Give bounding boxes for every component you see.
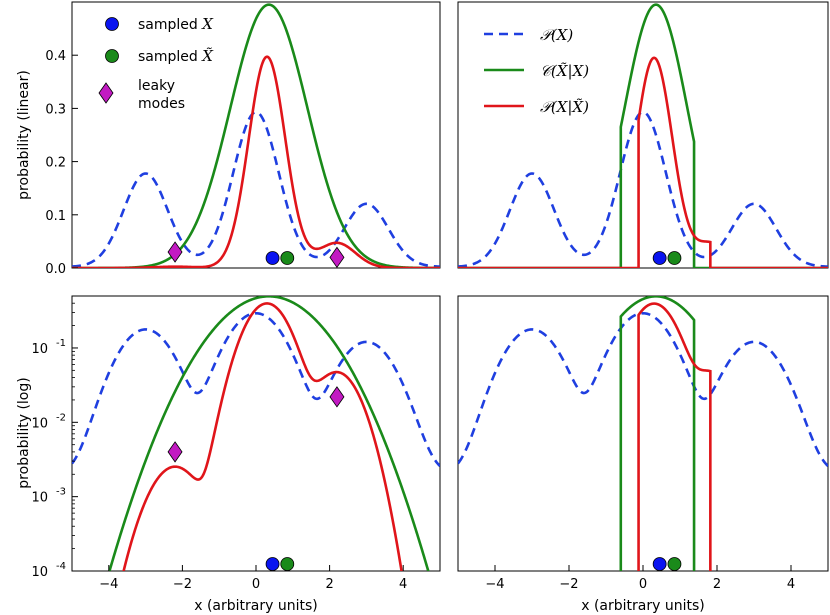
legend-sampled-x-icon: [105, 17, 119, 31]
ylabel-bottom: probability (log): [16, 377, 32, 488]
ylabel-top: probability (linear): [16, 70, 32, 200]
xtick-label-bottom-left-4: 4: [399, 577, 407, 592]
legend-line-P_X-label: 𝒫(X): [540, 26, 573, 44]
ytick-label-top-left-4: 0.4: [45, 49, 66, 64]
xtick-label-bottom-right-3: 2: [713, 577, 721, 592]
series-C_box-bottom-right: [619, 296, 696, 571]
series-P_post_box-top-right: [458, 56, 828, 268]
axes-frame-top-right: [457, 1, 829, 269]
marker-sampled_x-bottom-left: [265, 557, 280, 571]
ytick-label-exp-bottom-left-1: -2: [56, 412, 66, 423]
legend-sampled-xt-icon: [105, 49, 119, 63]
legend-sampled-x-label: sampled X: [138, 15, 214, 33]
ytick-label-top-left-3: 0.3: [45, 102, 66, 117]
xtick-label-bottom-right-0: −4: [485, 577, 504, 592]
series-C_box-top-right: [458, 3, 828, 268]
series-P_post_gauss-bottom-left: [122, 302, 403, 571]
plot-area-bottom-right: [458, 296, 828, 571]
plot-area-top-left: [72, 3, 440, 269]
legend-layer: sampled X sampled X̃ leaky modes 𝒫(X) 𝒞(X̃|X)…: [98, 15, 589, 116]
series-P_X-bottom-right: [458, 311, 828, 468]
series-group-bottom-right: [458, 296, 828, 571]
marker-sampled_xt-top-left: [280, 251, 295, 265]
ytick-label-bottom-left-1: 10: [31, 416, 48, 431]
series-group-bottom-left: [72, 296, 440, 571]
marker-sampled_x-top-right: [652, 251, 667, 265]
series-P_X-bottom-left: [72, 311, 440, 468]
legend-sampled-x-math: X: [201, 15, 214, 33]
legend-leaky-line1: leaky: [138, 78, 175, 94]
axes-frame-bottom-left: [71, 295, 441, 572]
series-C_gauss-top-left: [72, 3, 440, 268]
axes-frame-top-left: [71, 1, 441, 269]
xtick-label-bottom-left-0: −4: [99, 577, 118, 592]
marker-leaky-1-top-left: [329, 246, 345, 269]
marker-sampled_x-bottom-right: [652, 557, 667, 571]
xtick-label-bottom-left-3: 2: [325, 577, 333, 592]
legend-leaky-line2: modes: [138, 96, 185, 112]
xtick-label-bottom-left-1: −2: [173, 577, 192, 592]
series-C_gauss-bottom-left: [108, 296, 430, 571]
panel-bottom-right: [457, 295, 829, 572]
ytick-label-top-left-0: 0.0: [45, 262, 66, 277]
marker-sampled_xt-bottom-left: [280, 557, 295, 571]
xtick-label-bottom-left-2: 0: [252, 577, 260, 592]
ytick-label-bottom-left-0: 10: [31, 342, 48, 357]
legend-line-C-label: 𝒞(X̃|X): [540, 62, 589, 80]
xtick-label-bottom-right-1: −2: [559, 577, 578, 592]
ytick-label-exp-bottom-left-0: -1: [56, 338, 66, 349]
series-P_post_box-bottom-right: [637, 302, 712, 571]
marker-sampled_xt-top-right: [667, 251, 682, 265]
panel-top-right: [457, 1, 829, 269]
panel-bottom-left: [71, 295, 441, 572]
xlabel-right: x (arbitrary units): [581, 598, 705, 614]
ytick-label-bottom-left-3: 10: [31, 565, 48, 580]
panel-top-left: [71, 1, 441, 269]
xtick-label-bottom-right-4: 4: [787, 577, 795, 592]
ytick-label-bottom-left-2: 10: [31, 491, 48, 506]
series-P_post_gauss-top-left: [72, 55, 440, 268]
plot-area-bottom-left: [72, 296, 440, 571]
ytick-label-exp-bottom-left-2: -3: [56, 487, 66, 498]
series-group-top-right: [458, 3, 828, 268]
marker-sampled_xt-bottom-right: [667, 557, 682, 571]
ytick-label-top-left-1: 0.1: [45, 209, 66, 224]
marker-sampled_x-top-left: [265, 251, 280, 265]
xtick-label-bottom-right-2: 0: [639, 577, 647, 592]
plot-area-top-right: [458, 3, 828, 268]
marker-leaky-0-bottom-left: [167, 441, 183, 463]
marker-leaky-0-top-left: [167, 241, 183, 263]
legend-leaky-icon: [98, 82, 114, 104]
series-P_X-top-left: [72, 110, 440, 268]
series-group-top-left: [72, 3, 440, 268]
legend-sampled-xt-math: X̃: [201, 47, 214, 65]
xlabel-left: x (arbitrary units): [194, 598, 318, 614]
marker-leaky-1-bottom-left: [329, 386, 345, 408]
legend-line-P_post-label: 𝒫(X|X̃): [540, 98, 589, 116]
series-P_X-top-right: [458, 110, 828, 268]
legend-sampled-xt-label: sampled X̃: [138, 47, 214, 65]
axes-frame-bottom-right: [457, 295, 829, 572]
ytick-label-top-left-2: 0.2: [45, 156, 66, 171]
ytick-label-exp-bottom-left-3: -4: [56, 561, 66, 572]
ticks-layer: 0.0 0.1 0.2 0.3 0.4 10 -1 10 -2 10 -3 10 -4 −4 −2 0 2 4 −4…: [31, 49, 795, 592]
